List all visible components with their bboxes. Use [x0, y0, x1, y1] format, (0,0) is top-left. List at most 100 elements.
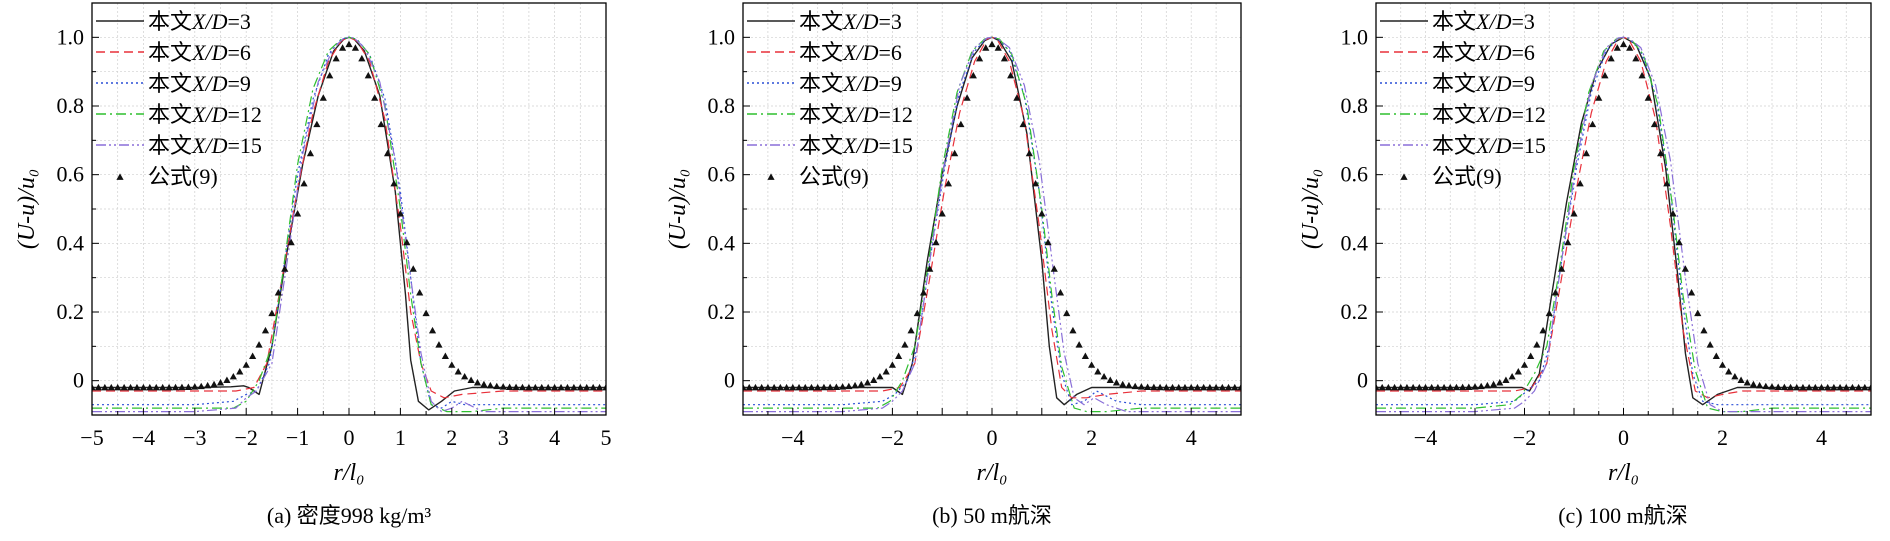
formula-marker: [1619, 40, 1628, 48]
formula-marker: [1181, 383, 1189, 391]
y-tick-label: 0: [1357, 368, 1368, 393]
formula-marker: [1421, 383, 1430, 391]
formula-marker: [1081, 352, 1089, 359]
formula-marker: [919, 289, 928, 296]
formula-marker: [454, 368, 462, 375]
formula-marker: [364, 71, 372, 79]
formula-marker: [1626, 44, 1634, 51]
series-line-X-D15: [743, 36, 1241, 413]
legend-label: 本文X/D=15: [1432, 133, 1546, 158]
formula-marker: [1025, 149, 1033, 157]
formula-marker: [1440, 383, 1448, 391]
formula-marker: [531, 383, 539, 391]
formula-marker: [1756, 381, 1764, 389]
formula-marker: [197, 382, 205, 390]
formula-marker: [1793, 383, 1801, 391]
series-line-X-D12: [1376, 36, 1871, 413]
formula-marker: [525, 383, 533, 391]
x-axis-title: r/l₀: [976, 460, 1007, 486]
formula-marker: [448, 361, 456, 368]
x-tick-label: −2: [881, 425, 904, 450]
formula-marker: [428, 326, 437, 334]
formula-marker: [1502, 376, 1510, 384]
formula-marker: [1811, 383, 1819, 391]
y-tick-label: 1.0: [57, 24, 85, 49]
formula-marker: [1786, 383, 1795, 391]
formula-marker: [1112, 379, 1121, 386]
legend-label: 本文X/D=15: [799, 133, 913, 158]
formula-marker: [1063, 309, 1071, 317]
y-tick-label: 0.4: [1341, 230, 1369, 255]
formula-marker: [493, 382, 501, 390]
formula-marker: [938, 209, 946, 217]
formula-marker: [1000, 54, 1009, 62]
formula-marker: [1663, 179, 1671, 187]
formula-markers: [1376, 40, 1871, 391]
formula-marker: [107, 383, 115, 391]
formula-marker: [789, 383, 797, 391]
formula-marker: [751, 383, 760, 391]
formula-marker: [882, 368, 890, 375]
formula-marker: [743, 383, 747, 391]
formula-marker: [1514, 368, 1522, 375]
formula-marker: [461, 372, 469, 380]
formula-marker: [1489, 380, 1498, 388]
formula-marker: [473, 379, 482, 386]
formula-marker: [274, 289, 282, 296]
y-tick-label: 0.4: [57, 230, 85, 255]
x-tick-label: 4: [1816, 425, 1827, 450]
x-tick-label: −4: [132, 425, 155, 450]
formula-marker: [901, 341, 909, 348]
formula-markers: [92, 40, 606, 391]
formula-marker: [758, 383, 766, 391]
formula-marker: [801, 383, 809, 391]
formula-marker: [1582, 149, 1590, 157]
formula-marker: [1131, 382, 1139, 390]
formula-marker: [1446, 383, 1454, 391]
formula-marker: [1657, 149, 1665, 157]
formula-marker: [1601, 71, 1609, 79]
formula-marker: [975, 54, 984, 62]
formula-marker: [313, 120, 321, 128]
y-tick-label: 0.6: [1341, 162, 1369, 187]
formula-marker: [120, 383, 128, 391]
formula-marker: [1824, 383, 1832, 391]
x-tick-label: 0: [1618, 425, 1629, 450]
y-tick-label: 0.8: [57, 93, 85, 118]
x-tick-label: 2: [1086, 425, 1097, 450]
formula-marker: [1376, 383, 1380, 391]
legend-label: 本文X/D=9: [148, 71, 251, 96]
x-tick-label: 3: [498, 425, 509, 450]
formula-marker: [204, 381, 212, 389]
x-tick-label: −5: [80, 425, 103, 450]
formula-marker: [776, 383, 784, 391]
formula-marker: [764, 383, 772, 391]
formula-marker: [1737, 376, 1745, 384]
formula-marker: [1465, 383, 1473, 390]
formula-marker: [1700, 326, 1708, 334]
formula-marker: [770, 383, 778, 391]
x-axis: −4 −2 0 2 4: [1375, 408, 1872, 450]
formula-marker: [1527, 352, 1535, 359]
formula-marker: [1384, 383, 1392, 391]
formula-marker: [506, 383, 514, 390]
formula-marker: [969, 71, 977, 79]
formula-marker: [1452, 383, 1461, 391]
formula-marker: [782, 383, 791, 391]
y-tick-label: 0: [73, 368, 84, 393]
legend: 本文X/D=3 本文X/D=6 本文X/D=9 本文X/D=12 本文X/D=15 公式(…: [1380, 9, 1546, 189]
formula-marker: [351, 44, 360, 51]
y-axis: 0 0.2 0.4 0.6 0.8 1.0: [1341, 2, 1383, 416]
formula-marker: [1187, 383, 1195, 391]
formula-marker: [1539, 326, 1547, 334]
formula-marker: [435, 341, 443, 348]
formula-marker: [1150, 383, 1158, 391]
formula-marker: [416, 289, 424, 296]
formula-markers: [743, 40, 1241, 391]
formula-marker: [171, 383, 180, 391]
formula-marker: [396, 209, 404, 217]
formula-marker: [338, 44, 347, 51]
plot-area: [1376, 36, 1871, 413]
formula-marker: [1687, 289, 1696, 296]
formula-marker: [1558, 265, 1566, 272]
